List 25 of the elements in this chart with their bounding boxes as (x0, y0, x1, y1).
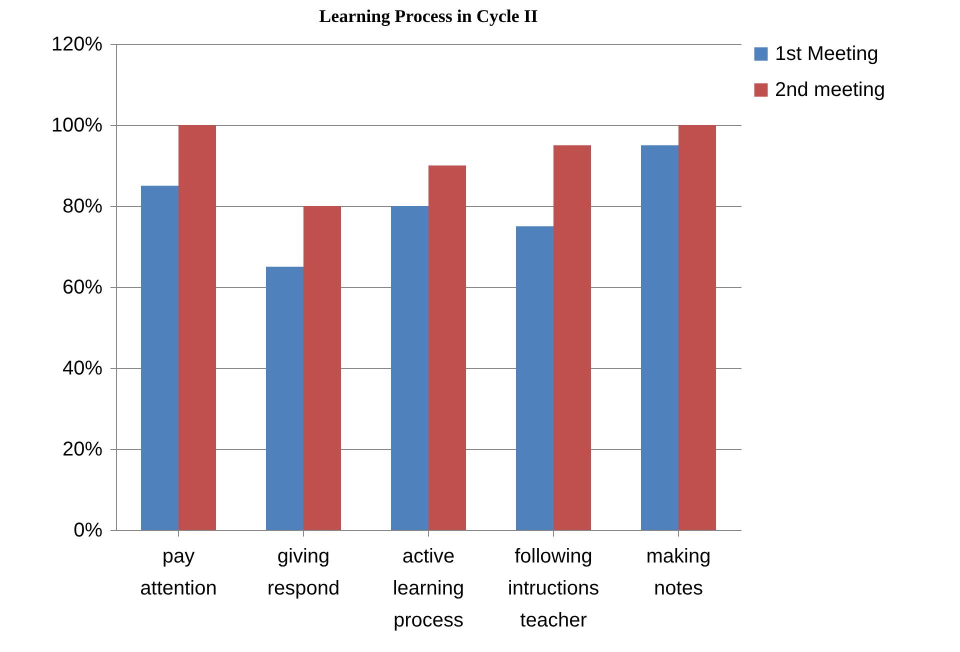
chart-title: Learning Process in Cycle II (319, 6, 538, 26)
x-tick-label: giving respond (267, 546, 340, 600)
x-tick-label: pay attention (140, 546, 217, 600)
bar (304, 206, 341, 530)
y-tick-label: 80% (62, 196, 103, 218)
bar (178, 125, 216, 530)
legend-label: 1st Meeting (775, 43, 878, 65)
y-tick-label: 60% (62, 276, 103, 298)
x-tick-label: active learning process (392, 546, 464, 632)
legend-label: 2nd meeting (775, 79, 886, 101)
bar (428, 166, 466, 530)
bar (554, 145, 591, 530)
y-tick-label: 120% (51, 34, 103, 56)
bar (391, 206, 428, 530)
x-tick-label: making notes (646, 546, 711, 600)
y-tick-label: 100% (51, 114, 103, 136)
x-tick-label: following intructions teacher (508, 546, 600, 632)
y-tick-label: 40% (62, 358, 103, 380)
bar (641, 145, 678, 530)
y-tick-label: 0% (74, 520, 103, 542)
bar (516, 226, 554, 530)
bar (141, 186, 178, 530)
bar (266, 266, 304, 530)
bar (678, 125, 716, 530)
y-tick-label: 20% (62, 438, 103, 460)
